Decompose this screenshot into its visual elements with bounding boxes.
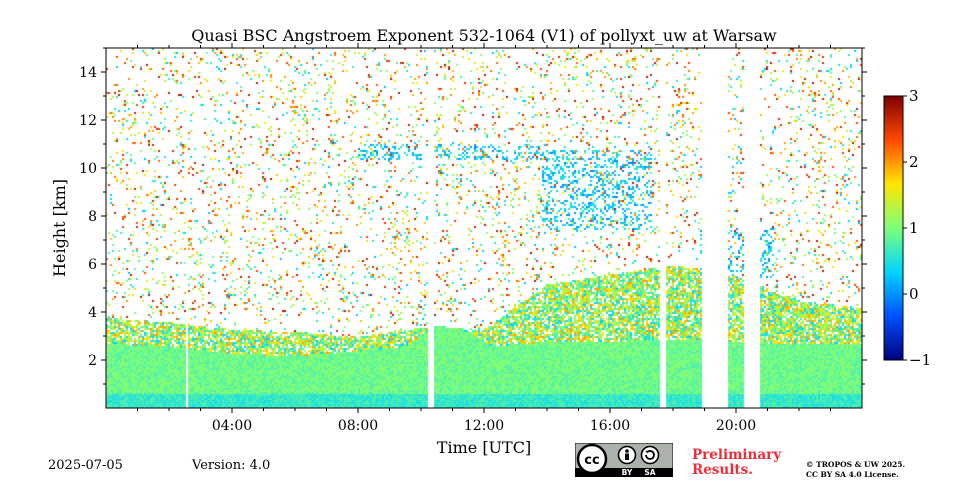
colorbar-tick-label: 2 [909,153,919,171]
preliminary-results-label: Preliminary Results. [692,448,781,478]
x-axis-label: Time [UTC] [437,438,531,457]
copyright-line-1: © TROPOS & UW 2025. [806,460,906,469]
colorbar-tick-label: −1 [909,351,931,369]
colorbar-scale [883,95,904,361]
sa-text: SA [644,468,655,477]
colorbar: 3 2 1 0 −1 [883,87,931,369]
y-tick-label: 6 [88,257,97,273]
y-axis: 2 4 6 8 10 12 14 [79,47,867,385]
y-tick-label: 4 [88,305,97,321]
copyright-line-2: CC BY SA 4.0 License. [806,470,899,479]
cc-text: cc [584,453,599,468]
by-text: BY [622,468,633,477]
x-tick-label: 08:00 [338,418,378,434]
y-tick-label: 12 [79,113,97,129]
preliminary-line-2: Results. [692,462,753,478]
y-axis-label: Height [km] [50,179,69,277]
sa-icon [640,445,660,465]
version-label: Version: 4.0 [192,458,271,473]
x-tick-label: 16:00 [590,418,630,434]
y-tick-label: 10 [79,161,97,177]
x-tick-label: 20:00 [716,418,756,434]
y-tick-label: 14 [79,65,97,81]
x-axis: 04:00 08:00 12:00 16:00 20:00 [137,43,831,434]
heatmap-image [106,48,862,408]
colorbar-tick-label: 1 [909,219,919,237]
cc-license-badge: cc BY SA [575,443,673,477]
date-label: 2025-07-05 [48,458,123,473]
colorbar-tick-label: 0 [909,285,919,303]
preliminary-line-1: Preliminary [692,447,782,463]
chart-title: Quasi BSC Angstroem Exponent 532-1064 (V… [191,26,777,45]
x-tick-label: 04:00 [212,418,252,434]
x-tick-label: 12:00 [464,418,504,434]
copyright-notice: © TROPOS & UW 2025. CC BY SA 4.0 License… [806,460,905,480]
colorbar-tick-label: 3 [909,87,919,105]
cc-icon [576,443,608,475]
y-tick-label: 8 [88,209,97,225]
heatmap-plot [105,47,863,409]
y-tick-label: 2 [88,353,97,369]
